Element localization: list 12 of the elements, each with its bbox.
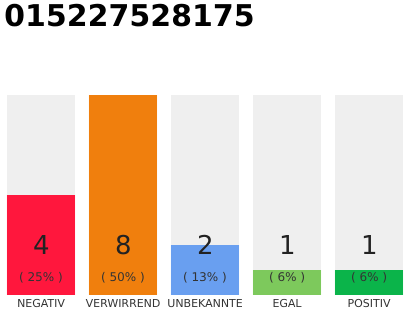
data-label: 8 ( 50% ): [101, 231, 145, 284]
x-tick-label: NEGATIV: [17, 297, 66, 310]
chart-title: 015227528175: [4, 0, 255, 34]
bar: [252, 270, 322, 295]
x-tick-label: POSITIV: [347, 297, 391, 310]
data-label: 1 ( 6% ): [269, 231, 306, 284]
data-label: 1 ( 6% ): [351, 231, 388, 284]
x-tick-label: UNBEKANNTE: [167, 297, 243, 310]
x-tick-label: VERWIRREND: [86, 297, 160, 310]
data-label: 4 ( 25% ): [19, 231, 63, 284]
x-tick-label: EGAL: [272, 297, 302, 310]
bar: [334, 270, 404, 295]
